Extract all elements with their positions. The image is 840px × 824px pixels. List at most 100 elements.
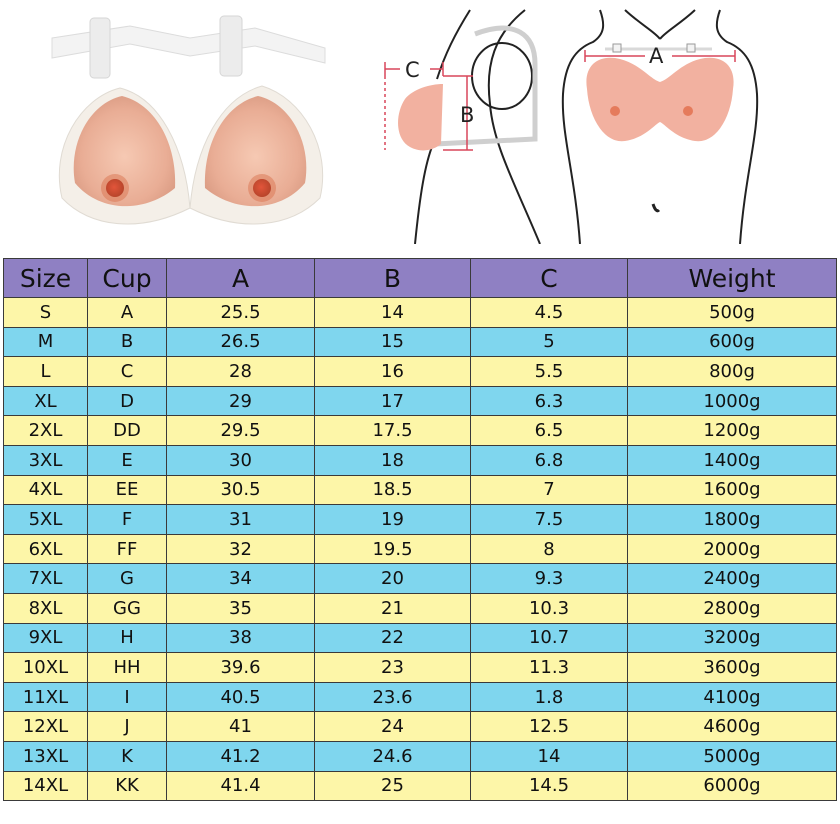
cell-cup: H <box>87 622 167 654</box>
cell-b: 24 <box>314 711 471 742</box>
cell-weight: 1400g <box>627 444 837 476</box>
table-row: 14XL KK 41.4 25 14.5 6000g <box>3 770 837 802</box>
cell-a: 30 <box>166 444 315 476</box>
cell-cup: EE <box>87 474 167 506</box>
cell-c: 10.7 <box>470 622 628 654</box>
cell-weight: 1200g <box>627 415 837 446</box>
cell-b: 16 <box>314 356 471 387</box>
cell-weight: 2800g <box>627 592 837 624</box>
cell-b: 19 <box>314 504 471 535</box>
table-row: 12XL J 41 24 12.5 4600g <box>3 711 837 742</box>
cell-b: 20 <box>314 563 471 594</box>
cell-a: 35 <box>166 592 315 624</box>
cell-cup: G <box>87 563 167 594</box>
side-profile-body-icon <box>414 9 541 244</box>
measurement-diagram: C B A <box>384 9 759 244</box>
cell-c: 9.3 <box>470 563 628 594</box>
cell-cup: C <box>87 356 167 387</box>
cell-a: 30.5 <box>166 474 315 506</box>
cell-a: 28 <box>166 356 315 387</box>
cell-c: 7.5 <box>470 504 628 535</box>
cell-size: 6XL <box>3 533 88 565</box>
cell-b: 25 <box>314 770 471 802</box>
cell-cup: F <box>87 504 167 535</box>
label-c: C <box>405 58 420 82</box>
cell-b: 19.5 <box>314 533 471 565</box>
cell-c: 5.5 <box>470 356 628 387</box>
cell-c: 14 <box>470 740 628 772</box>
cell-b: 23.6 <box>314 681 471 713</box>
cell-c: 6.3 <box>470 385 628 417</box>
cell-a: 34 <box>166 563 315 594</box>
cell-b: 23 <box>314 652 471 683</box>
cell-b: 17.5 <box>314 415 471 446</box>
cell-size: 5XL <box>3 504 88 535</box>
table-row: M B 26.5 15 5 600g <box>3 326 837 358</box>
cell-c: 6.8 <box>470 444 628 476</box>
cell-b: 18.5 <box>314 474 471 506</box>
cell-c: 12.5 <box>470 711 628 742</box>
cell-weight: 2000g <box>627 533 837 565</box>
label-b: B <box>460 103 474 127</box>
cell-c: 4.5 <box>470 297 628 328</box>
cell-weight: 600g <box>627 326 837 358</box>
cell-a: 40.5 <box>166 681 315 713</box>
cell-cup: HH <box>87 652 167 683</box>
cell-a: 31 <box>166 504 315 535</box>
cell-cup: GG <box>87 592 167 624</box>
cell-cup: J <box>87 711 167 742</box>
table-header-row: Size Cup A B C Weight <box>3 258 837 298</box>
cell-a: 25.5 <box>166 297 315 328</box>
breast-form-product-icon <box>51 15 326 225</box>
cell-a: 32 <box>166 533 315 565</box>
header-cup: Cup <box>87 258 167 298</box>
cell-size: 2XL <box>3 415 88 446</box>
table-row: 10XL HH 39.6 23 11.3 3600g <box>3 652 837 683</box>
table-row: S A 25.5 14 4.5 500g <box>3 297 837 328</box>
cell-weight: 3200g <box>627 622 837 654</box>
cell-a: 41.2 <box>166 740 315 772</box>
cell-weight: 1000g <box>627 385 837 417</box>
cell-b: 22 <box>314 622 471 654</box>
cell-weight: 2400g <box>627 563 837 594</box>
cell-weight: 3600g <box>627 652 837 683</box>
cell-size: 9XL <box>3 622 88 654</box>
cell-size: 13XL <box>3 740 88 772</box>
table-row: L C 28 16 5.5 800g <box>3 356 837 387</box>
cell-cup: FF <box>87 533 167 565</box>
cell-a: 38 <box>166 622 315 654</box>
cell-weight: 6000g <box>627 770 837 802</box>
size-chart-table: Size Cup A B C Weight S A 25.5 14 4.5 500g M B 2… <box>3 258 837 802</box>
cell-c: 8 <box>470 533 628 565</box>
cell-size: 14XL <box>3 770 88 802</box>
cell-c: 7 <box>470 474 628 506</box>
cell-c: 11.3 <box>470 652 628 683</box>
cell-cup: KK <box>87 770 167 802</box>
cell-weight: 1800g <box>627 504 837 535</box>
table-row: 5XL F 31 19 7.5 1800g <box>3 504 837 535</box>
cell-a: 29.5 <box>166 415 315 446</box>
cell-cup: B <box>87 326 167 358</box>
cell-weight: 4600g <box>627 711 837 742</box>
cell-b: 15 <box>314 326 471 358</box>
cell-size: 7XL <box>3 563 88 594</box>
illustration-area: C B A <box>0 0 840 256</box>
cell-a: 29 <box>166 385 315 417</box>
cell-cup: K <box>87 740 167 772</box>
cell-a: 41.4 <box>166 770 315 802</box>
cell-weight: 500g <box>627 297 837 328</box>
cell-a: 26.5 <box>166 326 315 358</box>
header-c: C <box>470 258 628 298</box>
header-a: A <box>166 258 315 298</box>
cell-size: 4XL <box>3 474 88 506</box>
cell-cup: DD <box>87 415 167 446</box>
cell-c: 14.5 <box>470 770 628 802</box>
cell-size: S <box>3 297 88 328</box>
cell-b: 21 <box>314 592 471 624</box>
cell-cup: D <box>87 385 167 417</box>
cell-weight: 4100g <box>627 681 837 713</box>
cell-size: 12XL <box>3 711 88 742</box>
label-a: A <box>649 44 664 68</box>
table-row: 11XL I 40.5 23.6 1.8 4100g <box>3 681 837 713</box>
table-row: 7XL G 34 20 9.3 2400g <box>3 563 837 594</box>
